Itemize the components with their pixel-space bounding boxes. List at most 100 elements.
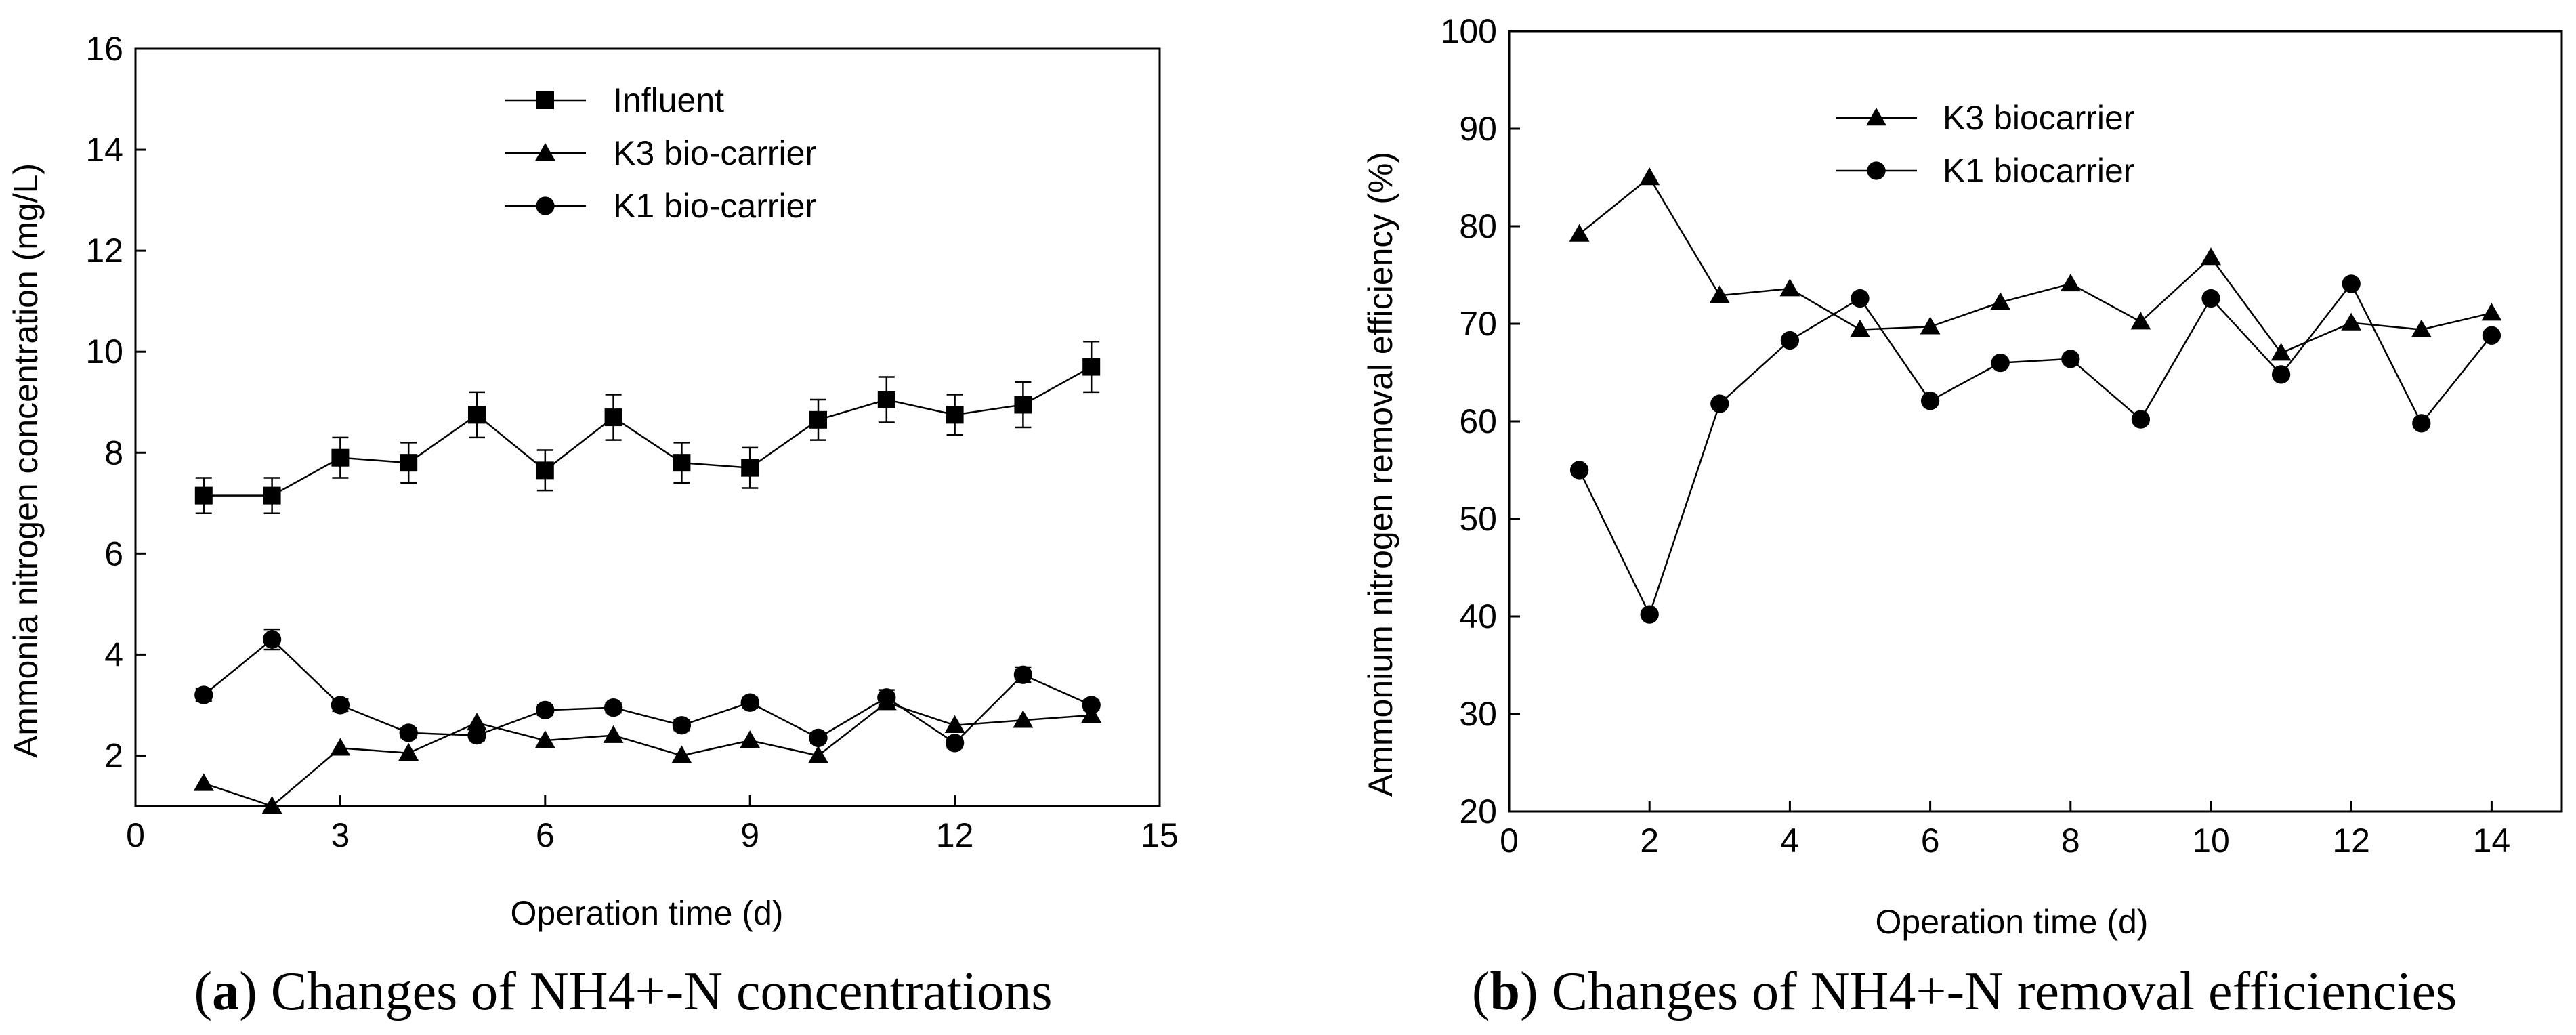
panel-b-k3-biocarrier-point — [2130, 312, 2151, 330]
panel-a-y-tick-label: 10 — [85, 333, 123, 371]
panel-b-k1-biocarrier-point — [1991, 353, 2010, 373]
panel-b-k1-biocarrier-point — [1920, 392, 1940, 410]
panel-b-x-tick-label: 8 — [2061, 822, 2080, 860]
panel-a-influent-point — [673, 454, 691, 472]
panel-a-influent-point — [331, 448, 350, 467]
panel-b-y-tick-label: 30 — [1459, 695, 1497, 733]
panel-a-influent-point — [1082, 358, 1101, 376]
panel-b-k3-biocarrier-point — [2481, 303, 2502, 321]
panel-a-k3-bio-carrier-legend-marker — [535, 143, 555, 161]
panel-a-k1-bio-carrier-line — [203, 638, 1092, 744]
panel-b-k3-biocarrier-point — [1569, 224, 1590, 242]
panel-a-k1-bio-carrier-point — [194, 685, 213, 704]
panel-a-y-tick-label: 14 — [85, 131, 123, 169]
panel-b-y-tick-label: 80 — [1459, 207, 1497, 245]
panel-a-k1-bio-carrier-point — [467, 726, 486, 745]
panel-b-x-tick-label: 4 — [1780, 822, 1799, 860]
panel-a-k3-bio-carrier-point — [330, 738, 351, 756]
panel-b-y-tick-label: 100 — [1441, 12, 1497, 50]
panel-b-k3-biocarrier-point — [1990, 292, 2011, 310]
panel-a-k3-bio-carrier-point — [603, 725, 624, 743]
panel-a-influent-point — [400, 454, 418, 472]
panel-b-k1-biocarrier-line — [1578, 282, 2493, 617]
panel-b-x-tick-label: 0 — [1500, 822, 1519, 860]
panel-a-plot-frame — [134, 47, 1161, 807]
panel-b-k1-biocarrier-legend-label: K1 biocarrier — [1943, 152, 2134, 190]
panel-a-k3-bio-carrier-point — [398, 742, 419, 761]
panel-b-caption-text: Changes of NH4+-N removal efficiencies — [1552, 962, 2457, 1021]
panel-a-x-tick-label: 15 — [1141, 816, 1179, 854]
panel-b-k3-biocarrier-point — [1920, 316, 1941, 335]
panel-a-y-tick-label: 6 — [104, 534, 123, 572]
panel-a-y-axis-label: Ammonia nitrogen concentration (mg/L) — [7, 163, 45, 758]
panel-a-influent-line — [203, 366, 1092, 497]
panel-a-influent-legend-label: Influent — [613, 81, 724, 119]
panel-b-y-axis-label: Ammonium nitrogen removal efficiency (%) — [1361, 152, 1399, 797]
panel-b-y-tick-label: 50 — [1459, 500, 1497, 538]
panel-b-caption-label: b — [1490, 962, 1520, 1021]
panel-b-k1-biocarrier-point — [1710, 394, 1729, 413]
panel-b-k1-biocarrier-point — [2342, 274, 2361, 293]
panel-b-k1-biocarrier-point — [2482, 326, 2501, 345]
panel-b-k3-biocarrier-line — [1578, 176, 2492, 354]
panel-a-y-tick-label: 8 — [104, 434, 123, 471]
panel-b-y-tick-label: 90 — [1459, 110, 1497, 148]
panel-a-k1-bio-carrier-point — [809, 728, 828, 748]
panel-b-k3-biocarrier-point — [2201, 247, 2221, 266]
panel-b-k1-biocarrier-point — [1640, 605, 1659, 624]
panel-a-k1-bio-carrier-point — [740, 693, 759, 712]
panel-a-k3-bio-carrier-point — [261, 796, 282, 814]
panel-a-k1-bio-carrier-point — [262, 630, 282, 649]
panel-b-k3-biocarrier-point — [2411, 319, 2432, 337]
panel-b-k3-biocarrier-point — [2271, 343, 2292, 361]
panel-a-influent-point — [468, 406, 486, 424]
panel-b-k3-biocarrier-point — [1779, 278, 1800, 297]
panel-a-influent-point — [536, 461, 554, 480]
panel-b-k3-biocarrier-point — [1850, 319, 1870, 337]
panel-b-y-tick-label: 70 — [1459, 305, 1497, 343]
panel-a-k3-bio-carrier-point — [193, 773, 214, 791]
panel-b-k1-biocarrier-point — [2131, 410, 2151, 429]
panel-b-plot-frame — [1508, 30, 2563, 813]
panel-a-k1-bio-carrier-legend-marker — [536, 196, 555, 215]
panel-a-y-tick-label: 16 — [85, 30, 123, 68]
panel-b-y-tick-label: 40 — [1459, 597, 1497, 635]
panel-b-x-tick-label: 12 — [2332, 822, 2370, 860]
panel-a-k1-bio-carrier-point — [1013, 665, 1033, 684]
panel-a-influent-point — [809, 410, 827, 429]
panel-a-y-tick-label: 2 — [104, 736, 123, 774]
panel-b-k1-biocarrier-point — [2271, 365, 2291, 384]
panel-a-k1-bio-carrier-point — [877, 688, 896, 707]
panel-a-x-axis-label: Operation time (d) — [511, 894, 784, 932]
panel-a-k3-bio-carrier-point — [740, 730, 761, 748]
panel-b-k1-biocarrier-point — [2201, 289, 2220, 308]
panel-a-influent-point — [946, 406, 964, 424]
panel-a-x-tick-label: 9 — [740, 816, 759, 854]
panel-a-influent-point — [263, 486, 281, 505]
panel-a-k1-bio-carrier-point — [604, 698, 623, 717]
panel-a-influent-point — [604, 408, 622, 427]
panel-a-k1-bio-carrier-point — [331, 696, 350, 715]
panel-a-x-tick-label: 6 — [536, 816, 555, 854]
panel-a-influent-point — [877, 391, 895, 409]
panel-a-k3-bio-carrier-point — [1013, 710, 1034, 728]
panel-a-caption-text: Changes of NH4+-N concentrations — [271, 962, 1053, 1021]
panel-a-influent-point — [741, 459, 759, 477]
panel-b-x-axis-label: Operation time (d) — [1876, 903, 2149, 941]
panel-b-y-tick-label: 20 — [1459, 793, 1497, 830]
panel-a-k1-bio-carrier-point — [399, 723, 418, 742]
panel-a-caption: (a) Changes of NH4+-N concentrations — [194, 962, 1053, 1021]
panel-a-k3-bio-carrier-point — [944, 715, 965, 733]
panel-b-k1-biocarrier-point — [2412, 414, 2431, 433]
panel-b-x-tick-label: 2 — [1640, 822, 1659, 860]
panel-b-k1-biocarrier-point — [1851, 289, 1870, 308]
panel-b-k3-biocarrier-point — [2341, 312, 2362, 331]
panel-a-x-tick-label: 3 — [331, 816, 350, 854]
panel-a-influent-point — [194, 486, 213, 505]
panel-a-y-tick-label: 4 — [104, 635, 123, 673]
panel-b-k3-biocarrier-point — [1639, 167, 1660, 186]
panel-a-k3-bio-carrier-point — [808, 745, 828, 763]
panel-a-influent-legend-marker — [536, 91, 554, 109]
panel-a-k1-bio-carrier-point — [945, 734, 965, 753]
